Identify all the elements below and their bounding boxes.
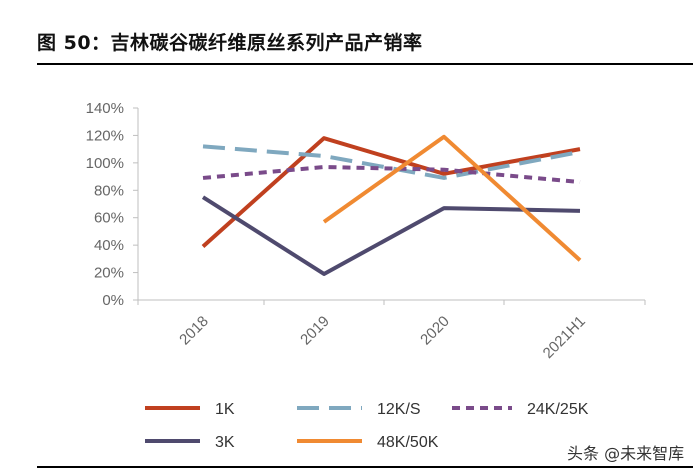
chart-title: 图 50：吉林碳谷碳纤维原丝系列产品产销率 bbox=[37, 32, 423, 54]
y-tick-label: 60% bbox=[94, 210, 124, 227]
y-tick-label: 40% bbox=[94, 237, 124, 254]
watermark: 头条 @未来智库 bbox=[567, 444, 685, 463]
series-line bbox=[201, 195, 581, 276]
y-tick-label: 100% bbox=[86, 155, 124, 172]
legend-label: 1K bbox=[215, 401, 235, 418]
legend-label: 3K bbox=[215, 434, 235, 451]
legend-label: 12K/S bbox=[377, 401, 421, 418]
legend-label: 48K/50K bbox=[377, 434, 439, 451]
y-tick-label: 80% bbox=[94, 182, 124, 199]
x-tick-label: 2018 bbox=[176, 313, 212, 349]
series-line bbox=[201, 136, 581, 249]
top-rule bbox=[37, 63, 693, 65]
y-tick-label: 20% bbox=[94, 265, 124, 282]
bottom-rule bbox=[37, 466, 693, 468]
x-tick-label: 2019 bbox=[297, 313, 333, 349]
x-tick-label: 2020 bbox=[417, 313, 453, 349]
series-line bbox=[202, 164, 581, 185]
y-tick-label: 120% bbox=[86, 127, 124, 144]
x-tick-label: 2021H1 bbox=[540, 313, 589, 362]
y-tick-label: 0% bbox=[102, 292, 124, 309]
series-line bbox=[322, 134, 582, 262]
legend-label: 24K/25K bbox=[527, 401, 589, 418]
y-tick-label: 140% bbox=[86, 100, 124, 117]
